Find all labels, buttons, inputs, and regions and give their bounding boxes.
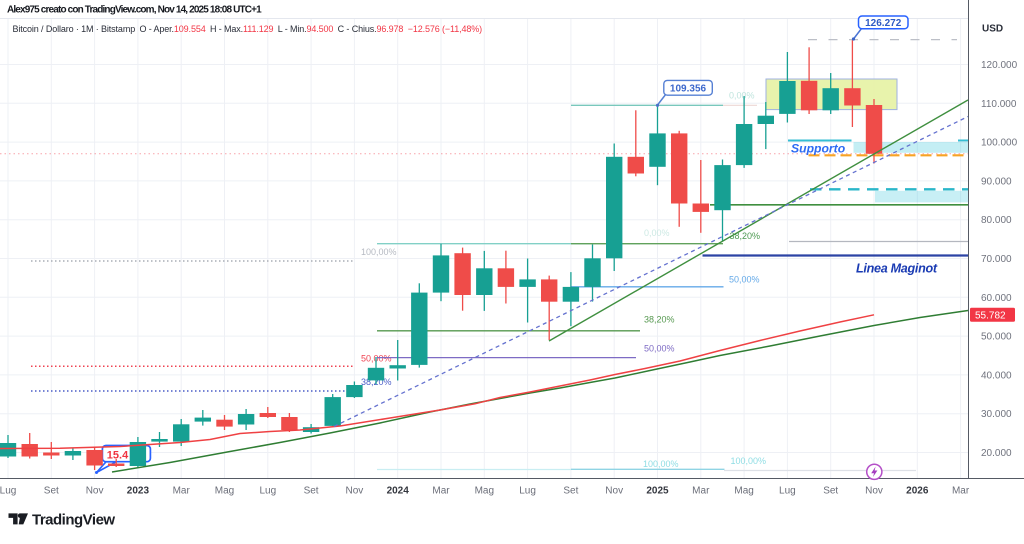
svg-text:40.000: 40.000 — [981, 370, 1012, 381]
svg-text:38,20%: 38,20% — [644, 315, 675, 325]
svg-text:100,00%: 100,00% — [361, 247, 397, 257]
svg-text:Mag: Mag — [215, 486, 234, 497]
svg-text:Lug: Lug — [259, 486, 276, 497]
svg-text:100.000: 100.000 — [981, 138, 1018, 149]
svg-text:TradingView: TradingView — [32, 512, 115, 529]
svg-text:50,00%: 50,00% — [729, 275, 760, 285]
svg-text:Supporto: Supporto — [791, 141, 846, 155]
svg-text:100,00%: 100,00% — [731, 456, 767, 466]
svg-text:Set: Set — [44, 486, 59, 497]
svg-text:Nov: Nov — [865, 486, 883, 497]
svg-text:0,00%: 0,00% — [729, 91, 755, 101]
svg-text:2024: 2024 — [387, 486, 410, 497]
svg-text:50.000: 50.000 — [981, 332, 1012, 343]
svg-text:2023: 2023 — [127, 486, 150, 497]
svg-text:60.000: 60.000 — [981, 293, 1012, 304]
svg-text:Linea Maginot: Linea Maginot — [856, 262, 938, 276]
svg-text:80.000: 80.000 — [981, 215, 1012, 226]
svg-text:Set: Set — [304, 486, 319, 497]
svg-text:Mar: Mar — [952, 486, 970, 497]
svg-text:Mag: Mag — [475, 486, 494, 497]
svg-text:Nov: Nov — [86, 486, 104, 497]
svg-text:90.000: 90.000 — [981, 176, 1012, 187]
svg-text:Mar: Mar — [432, 486, 450, 497]
svg-text:Lug: Lug — [0, 486, 16, 497]
svg-text:Set: Set — [823, 486, 838, 497]
svg-text:Lug: Lug — [519, 486, 536, 497]
svg-text:50,00%: 50,00% — [644, 344, 675, 354]
svg-text:Bitcoin / Dollaro · 1M · Bitst: Bitcoin / Dollaro · 1M · Bitstamp O - Ap… — [13, 24, 483, 34]
svg-text:70.000: 70.000 — [981, 254, 1012, 265]
svg-text:Nov: Nov — [605, 486, 623, 497]
svg-text:Alex975 creato con TradingView: Alex975 creato con TradingView.com, Nov … — [7, 5, 262, 16]
svg-text:Mar: Mar — [692, 486, 710, 497]
svg-text:Set: Set — [563, 486, 578, 497]
svg-text:109.356: 109.356 — [670, 83, 707, 94]
svg-text:Mag: Mag — [734, 486, 753, 497]
svg-text:USD: USD — [982, 24, 1003, 35]
svg-text:55.782: 55.782 — [975, 311, 1006, 322]
svg-text:100,00%: 100,00% — [643, 459, 679, 469]
svg-text:Nov: Nov — [346, 486, 364, 497]
svg-text:20.000: 20.000 — [981, 448, 1012, 459]
svg-text:110.000: 110.000 — [981, 99, 1017, 110]
svg-text:38,20%: 38,20% — [730, 231, 761, 241]
svg-text:126.272: 126.272 — [865, 18, 902, 29]
svg-text:2025: 2025 — [646, 486, 669, 497]
svg-text:Lug: Lug — [779, 486, 796, 497]
svg-text:0,00%: 0,00% — [644, 228, 670, 238]
svg-text:2026: 2026 — [906, 486, 929, 497]
svg-text:120.000: 120.000 — [981, 60, 1018, 71]
svg-text:30.000: 30.000 — [981, 409, 1012, 420]
svg-text:Mar: Mar — [173, 486, 191, 497]
svg-text:15.4: 15.4 — [107, 450, 129, 462]
